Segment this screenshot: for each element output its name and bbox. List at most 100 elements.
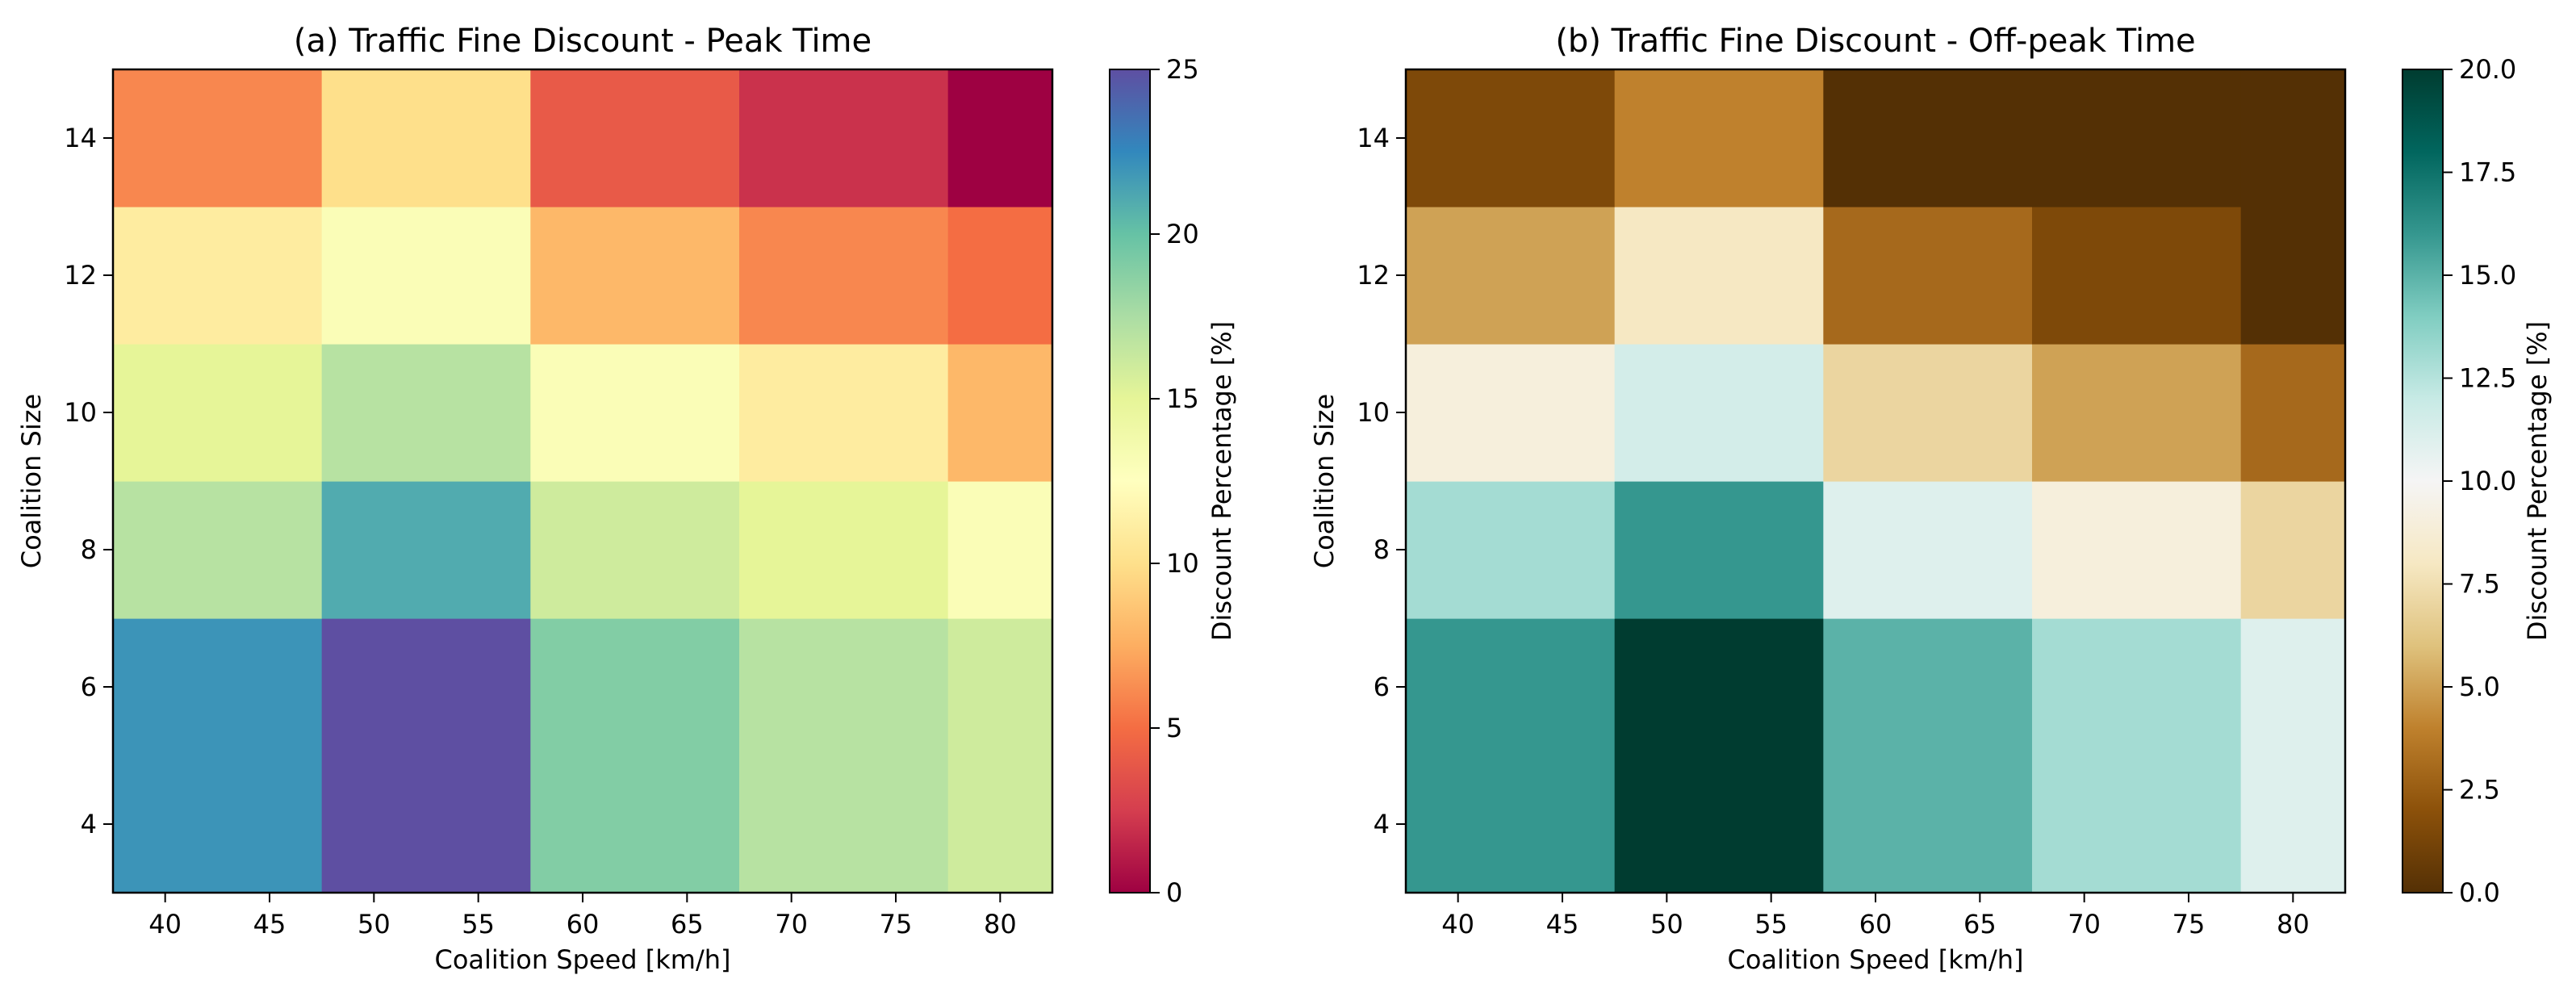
x-tick-label: 60 xyxy=(1859,909,1892,940)
x-tick-label: 60 xyxy=(567,909,600,940)
heatmap-cell xyxy=(530,618,740,893)
y-axis-label: Coalition Size xyxy=(1309,394,1340,568)
y-tick-label: 6 xyxy=(1374,672,1390,702)
heatmap-cell xyxy=(113,207,323,345)
heatmap-cell xyxy=(739,207,949,345)
heatmap-cell xyxy=(2032,618,2242,893)
x-tick-label: 65 xyxy=(671,909,704,940)
colorbar xyxy=(2402,69,2443,893)
heatmap-cell xyxy=(739,618,949,893)
colorbar-tick-label: 7.5 xyxy=(2459,569,2500,600)
heatmap-cell xyxy=(530,344,740,482)
heatmap-cell xyxy=(1406,618,1616,893)
x-tick-label: 75 xyxy=(880,909,913,940)
heatmap-cell xyxy=(113,618,323,893)
chart-title: (b) Traffic Fine Discount - Off-peak Tim… xyxy=(1555,23,2195,60)
x-tick-label: 50 xyxy=(1650,909,1683,940)
heatmap-cell xyxy=(1823,481,2033,619)
chart-panel-1: 40 45 50 55 60 65 70 75 80 4 6 8 10 12 14 (b) Traffic F… xyxy=(1309,23,2553,975)
heatmap-cell xyxy=(1614,618,1824,893)
x-tick-label: 80 xyxy=(2277,909,2310,940)
heatmap-cell xyxy=(321,69,531,207)
heatmap-cell xyxy=(321,207,531,345)
heatmap-cell xyxy=(1406,481,1616,619)
heatmap-cell xyxy=(1406,207,1616,345)
y-tick-label: 8 xyxy=(81,534,97,565)
y-tick-label: 14 xyxy=(64,123,97,153)
x-tick-label: 40 xyxy=(1441,909,1474,940)
heatmap-cell xyxy=(530,207,740,345)
heatmap-cell xyxy=(1823,207,2033,345)
x-axis-label: Coalition Speed [km/h] xyxy=(1728,944,2024,975)
y-tick-label: 12 xyxy=(1357,260,1390,291)
colorbar-tick-label: 15.0 xyxy=(2459,260,2516,291)
heatmap-cell xyxy=(2240,618,2346,893)
heatmap-cell xyxy=(1614,207,1824,345)
y-axis-label: Coalition Size xyxy=(16,394,47,568)
x-axis-label: Coalition Speed [km/h] xyxy=(435,944,731,975)
colorbar-tick-label: 10.0 xyxy=(2459,466,2516,496)
colorbar-frame xyxy=(1109,69,1151,893)
colorbar-label: Discount Percentage [%] xyxy=(1206,321,1237,641)
heatmap-cell xyxy=(2240,69,2346,207)
heatmap-cell xyxy=(1406,69,1616,207)
heatmap-cell xyxy=(1614,481,1824,619)
heatmap-cell xyxy=(321,344,531,482)
heatmap-cell xyxy=(1823,344,2033,482)
colorbar-tick-label: 12.5 xyxy=(2459,363,2516,394)
colorbar-tick-label: 5.0 xyxy=(2459,672,2500,702)
heatmap-cell xyxy=(530,481,740,619)
x-tick-label: 45 xyxy=(1546,909,1579,940)
heatmap-cell xyxy=(2032,481,2242,619)
heatmap-cell xyxy=(739,344,949,482)
colorbar-tick-label: 0.0 xyxy=(2459,877,2500,908)
x-tick-label: 70 xyxy=(775,909,808,940)
colorbar-tick-label: 25 xyxy=(1166,54,1199,85)
colorbar-tick-label: 0 xyxy=(1166,877,1182,908)
y-tick-label: 10 xyxy=(1357,397,1390,428)
x-tick-label: 80 xyxy=(984,909,1017,940)
heatmap-cell xyxy=(113,344,323,482)
y-tick-label: 4 xyxy=(81,809,97,839)
heatmap-cell xyxy=(2032,69,2242,207)
heatmap-cell xyxy=(1823,618,2033,893)
colorbar xyxy=(1110,69,1150,893)
colorbar-tick-label: 5 xyxy=(1166,713,1182,743)
y-tick-label: 8 xyxy=(1374,534,1390,565)
heatmap-cell xyxy=(1406,344,1616,482)
heatmap-cell xyxy=(947,481,1053,619)
colorbar-label: Discount Percentage [%] xyxy=(2522,321,2553,641)
heatmap-cell xyxy=(947,69,1053,207)
heatmap-cell xyxy=(2240,481,2346,619)
y-tick-label: 12 xyxy=(64,260,97,291)
heatmap-cell xyxy=(1614,344,1824,482)
x-tick-label: 55 xyxy=(1754,909,1788,940)
y-tick-label: 14 xyxy=(1357,123,1390,153)
heatmap-cell xyxy=(2240,344,2346,482)
heatmap-cell xyxy=(1614,69,1824,207)
heatmap-cell xyxy=(530,69,740,207)
heatmap-cell xyxy=(2032,207,2242,345)
heatmap-cell xyxy=(1823,69,2033,207)
colorbar-tick-label: 10 xyxy=(1166,548,1199,579)
heatmap-cell xyxy=(321,618,531,893)
heatmap-cell xyxy=(321,481,531,619)
x-tick-label: 75 xyxy=(2172,909,2206,940)
colorbar-tick-label: 2.5 xyxy=(2459,775,2500,806)
heatmap-cell xyxy=(2240,207,2346,345)
y-tick-label: 6 xyxy=(81,672,97,702)
heatmap-cell xyxy=(113,69,323,207)
x-tick-label: 45 xyxy=(253,909,286,940)
chart-title: (a) Traffic Fine Discount - Peak Time xyxy=(294,23,872,60)
heatmap-cell xyxy=(2032,344,2242,482)
colorbar-tick-label: 15 xyxy=(1166,383,1199,414)
x-tick-label: 70 xyxy=(2068,909,2101,940)
colorbar-tick-label: 20.0 xyxy=(2459,54,2516,85)
heatmap-cell xyxy=(947,618,1053,893)
x-tick-label: 50 xyxy=(358,909,391,940)
y-tick-label: 10 xyxy=(64,397,97,428)
x-tick-label: 55 xyxy=(462,909,495,940)
heatmap-cell xyxy=(113,481,323,619)
